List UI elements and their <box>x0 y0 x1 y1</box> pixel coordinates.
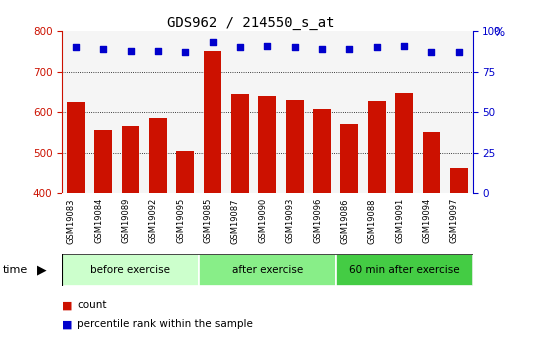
Bar <box>341 124 358 193</box>
Bar <box>336 254 472 286</box>
Bar <box>94 130 112 193</box>
Point <box>318 46 326 52</box>
Bar <box>199 254 336 286</box>
Text: GSM19093: GSM19093 <box>286 198 295 244</box>
Point <box>400 43 408 48</box>
Bar <box>204 50 221 193</box>
Text: time: time <box>3 265 28 275</box>
Text: percentile rank within the sample: percentile rank within the sample <box>77 319 253 329</box>
Text: before exercise: before exercise <box>91 265 171 275</box>
Text: GDS962 / 214550_s_at: GDS962 / 214550_s_at <box>167 16 335 30</box>
Text: count: count <box>77 300 107 310</box>
Point <box>455 49 463 55</box>
Bar <box>122 126 139 193</box>
Text: ▶: ▶ <box>37 264 46 276</box>
Bar <box>423 131 440 193</box>
Text: GSM19097: GSM19097 <box>450 198 459 244</box>
Text: GSM19091: GSM19091 <box>395 198 404 243</box>
Bar <box>286 100 303 193</box>
Text: GSM19089: GSM19089 <box>122 198 131 244</box>
Text: GSM19095: GSM19095 <box>176 198 185 243</box>
Text: GSM19083: GSM19083 <box>67 198 76 244</box>
Text: GSM19090: GSM19090 <box>258 198 267 243</box>
Point <box>71 45 80 50</box>
Text: ■: ■ <box>62 319 76 329</box>
Text: GSM19088: GSM19088 <box>368 198 377 244</box>
Text: GSM19085: GSM19085 <box>204 198 213 244</box>
Bar <box>67 102 85 193</box>
Text: GSM19086: GSM19086 <box>340 198 349 244</box>
Text: GSM19084: GSM19084 <box>94 198 103 244</box>
Point <box>373 45 381 50</box>
Bar <box>149 118 167 193</box>
Point <box>126 48 135 53</box>
Point <box>153 48 162 53</box>
Text: after exercise: after exercise <box>232 265 303 275</box>
Point <box>291 45 299 50</box>
Bar <box>395 93 413 193</box>
Point <box>263 43 272 48</box>
Point <box>208 40 217 45</box>
Bar <box>368 101 386 193</box>
Point <box>99 46 107 52</box>
Bar <box>177 151 194 193</box>
Bar <box>62 254 199 286</box>
Bar <box>450 168 468 193</box>
Point <box>235 45 244 50</box>
Text: GSM19087: GSM19087 <box>231 198 240 244</box>
Point <box>181 49 190 55</box>
Point <box>345 46 354 52</box>
Text: ■: ■ <box>62 300 76 310</box>
Point <box>427 49 436 55</box>
Text: GSM19092: GSM19092 <box>149 198 158 243</box>
Text: GSM19096: GSM19096 <box>313 198 322 244</box>
Bar <box>259 96 276 193</box>
Bar <box>313 109 331 193</box>
Text: 60 min after exercise: 60 min after exercise <box>349 265 460 275</box>
Text: GSM19094: GSM19094 <box>422 198 431 243</box>
Bar <box>231 94 249 193</box>
Y-axis label: %: % <box>494 26 505 39</box>
